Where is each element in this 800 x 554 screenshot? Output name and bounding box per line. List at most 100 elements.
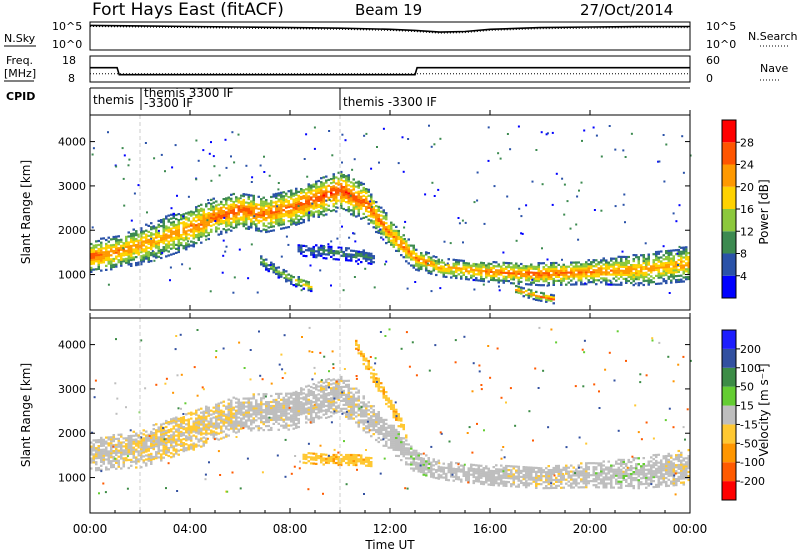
heatmap-cell-band-0: [420, 453, 423, 456]
heatmap-cell-band-2: [305, 245, 308, 248]
heatmap-cell-band-0: [320, 402, 323, 405]
heatmap-cell-band-0: [220, 230, 223, 233]
heatmap-cell-band-0: [232, 428, 235, 431]
heatmap-cell-band-0: [602, 257, 605, 260]
heatmap-cell-band-0: [222, 214, 225, 217]
heatmap-cell-band-0: [177, 238, 180, 242]
heatmap-sparse-cell: [245, 164, 248, 167]
heatmap-cell-band-0: [247, 211, 250, 215]
heatmap-sparse-cell: [253, 215, 256, 218]
heatmap-cell-band-0: [452, 471, 455, 474]
heatmap-cell-band-2: [345, 247, 348, 250]
heatmap-sparse-cell: [353, 232, 356, 235]
heatmap-cell-band-0: [432, 458, 435, 461]
heatmap-cell-band-0: [335, 202, 338, 205]
heatmap-cell-band-0: [515, 272, 518, 275]
heatmap-cell-band-0: [155, 443, 158, 446]
heatmap-cell-band-0: [237, 400, 240, 403]
heatmap-cell-band-0: [175, 428, 178, 431]
heatmap-cell-band-0: [315, 384, 318, 387]
heatmap-cell-band-0: [212, 416, 215, 419]
heatmap-cell-band-0: [132, 228, 135, 231]
heatmap-cell-band-0: [525, 275, 528, 278]
heatmap-cell-band-0: [217, 422, 220, 425]
heatmap-cell-band-0: [185, 447, 188, 450]
heatmap-cell-band-0: [537, 284, 540, 287]
heatmap-cell-band-0: [287, 200, 290, 203]
heatmap-cell-band-0: [190, 234, 193, 237]
heatmap-cell-band-0: [350, 395, 353, 398]
heatmap-cell-band-0: [145, 245, 148, 248]
heatmap-cell-band-0: [272, 406, 275, 410]
heatmap-cell-band-0: [347, 200, 350, 203]
heatmap-cell-band-0: [562, 269, 565, 272]
heatmap-cell-band-0: [137, 261, 140, 264]
heatmap-sparse-cell: [497, 152, 500, 155]
heatmap-cell-band-0: [400, 254, 403, 257]
heatmap-sparse-cell: [561, 258, 563, 261]
heatmap-cell-band-2: [365, 257, 368, 260]
heatmap-cell-band-0: [352, 401, 355, 404]
heatmap-cell-band-0: [277, 194, 280, 197]
heatmap-cell-band-0: [127, 466, 130, 470]
heatmap-cell-band-3: [515, 285, 518, 288]
heatmap-cell-band-0: [215, 200, 218, 203]
heatmap-cell-band-0: [457, 261, 460, 264]
heatmap-cell-band-0: [460, 470, 463, 473]
heatmap-cell-band-0: [380, 432, 383, 435]
heatmap-cell-band-2: [297, 244, 300, 247]
heatmap-cell-band-0: [570, 275, 573, 278]
heatmap-cell-band-0: [260, 210, 263, 213]
heatmap-cell-band-0: [460, 464, 463, 467]
heatmap-cell-band-0: [162, 440, 165, 443]
heatmap-cell-band-0: [365, 197, 368, 201]
heatmap-cell-band-0: [205, 205, 208, 208]
heatmap-cell-band-0: [237, 207, 240, 210]
heatmap-cell-band-0: [332, 197, 335, 200]
heatmap-cell-band-0: [605, 277, 608, 280]
heatmap-cell-band-0: [630, 275, 633, 279]
heatmap-cell-band-0: [297, 198, 300, 201]
heatmap-cell-band-0: [285, 392, 288, 395]
heatmap-sparse-cell: [187, 195, 190, 198]
heatmap-cell-band-0: [335, 407, 338, 410]
heatmap-cell-band-0: [120, 451, 123, 454]
heatmap-cell-band-0: [105, 446, 108, 449]
heatmap-cell-band-0: [180, 438, 183, 441]
heatmap-cell-band-0: [377, 440, 380, 444]
heatmap-cell-band-0: [217, 426, 220, 429]
heatmap-sparse-cell: [546, 258, 549, 261]
heatmap-cell-band-0: [515, 266, 518, 269]
heatmap-cell-band-0: [230, 419, 233, 422]
heatmap-cell-band-0: [340, 196, 343, 199]
heatmap-cell-band-0: [340, 200, 343, 203]
heatmap-cell-band-0: [202, 426, 205, 429]
heatmap-cell-band-0: [420, 258, 423, 261]
heatmap-cell-band-0: [232, 414, 235, 417]
heatmap-cell-band-0: [180, 244, 183, 247]
heatmap-cell-band-0: [265, 405, 268, 408]
heatmap-cell-band-0: [165, 245, 168, 248]
heatmap-cell-band-0: [330, 389, 333, 392]
heatmap-cell-band-0: [377, 205, 380, 208]
heatmap-cell-band-0: [177, 246, 180, 250]
heatmap-cell-band-0: [347, 383, 350, 386]
heatmap-cell-band-0: [660, 274, 663, 277]
heatmap-cell-band-0: [422, 473, 425, 476]
heatmap-cell-band-0: [312, 383, 315, 386]
heatmap-cell-band-0: [465, 264, 468, 267]
heatmap-cell-band-0: [437, 469, 440, 472]
heatmap-sparse-cell: [678, 204, 681, 207]
heatmap-cell-band-0: [217, 412, 220, 415]
heatmap-cell-band-0: [155, 246, 158, 249]
heatmap-cell-band-0: [110, 260, 113, 263]
heatmap-cell-band-0: [295, 394, 298, 397]
heatmap-cell-band-0: [205, 405, 208, 408]
heatmap-cell-band-0: [430, 258, 433, 261]
heatmap-cell-band-0: [660, 262, 663, 265]
heatmap-cell-band-1: [267, 270, 270, 273]
heatmap-cell-band-0: [197, 230, 200, 233]
heatmap-cell-band-0: [265, 205, 268, 208]
heatmap-sparse-cell: [300, 289, 303, 292]
heatmap-cell-band-0: [360, 217, 363, 220]
